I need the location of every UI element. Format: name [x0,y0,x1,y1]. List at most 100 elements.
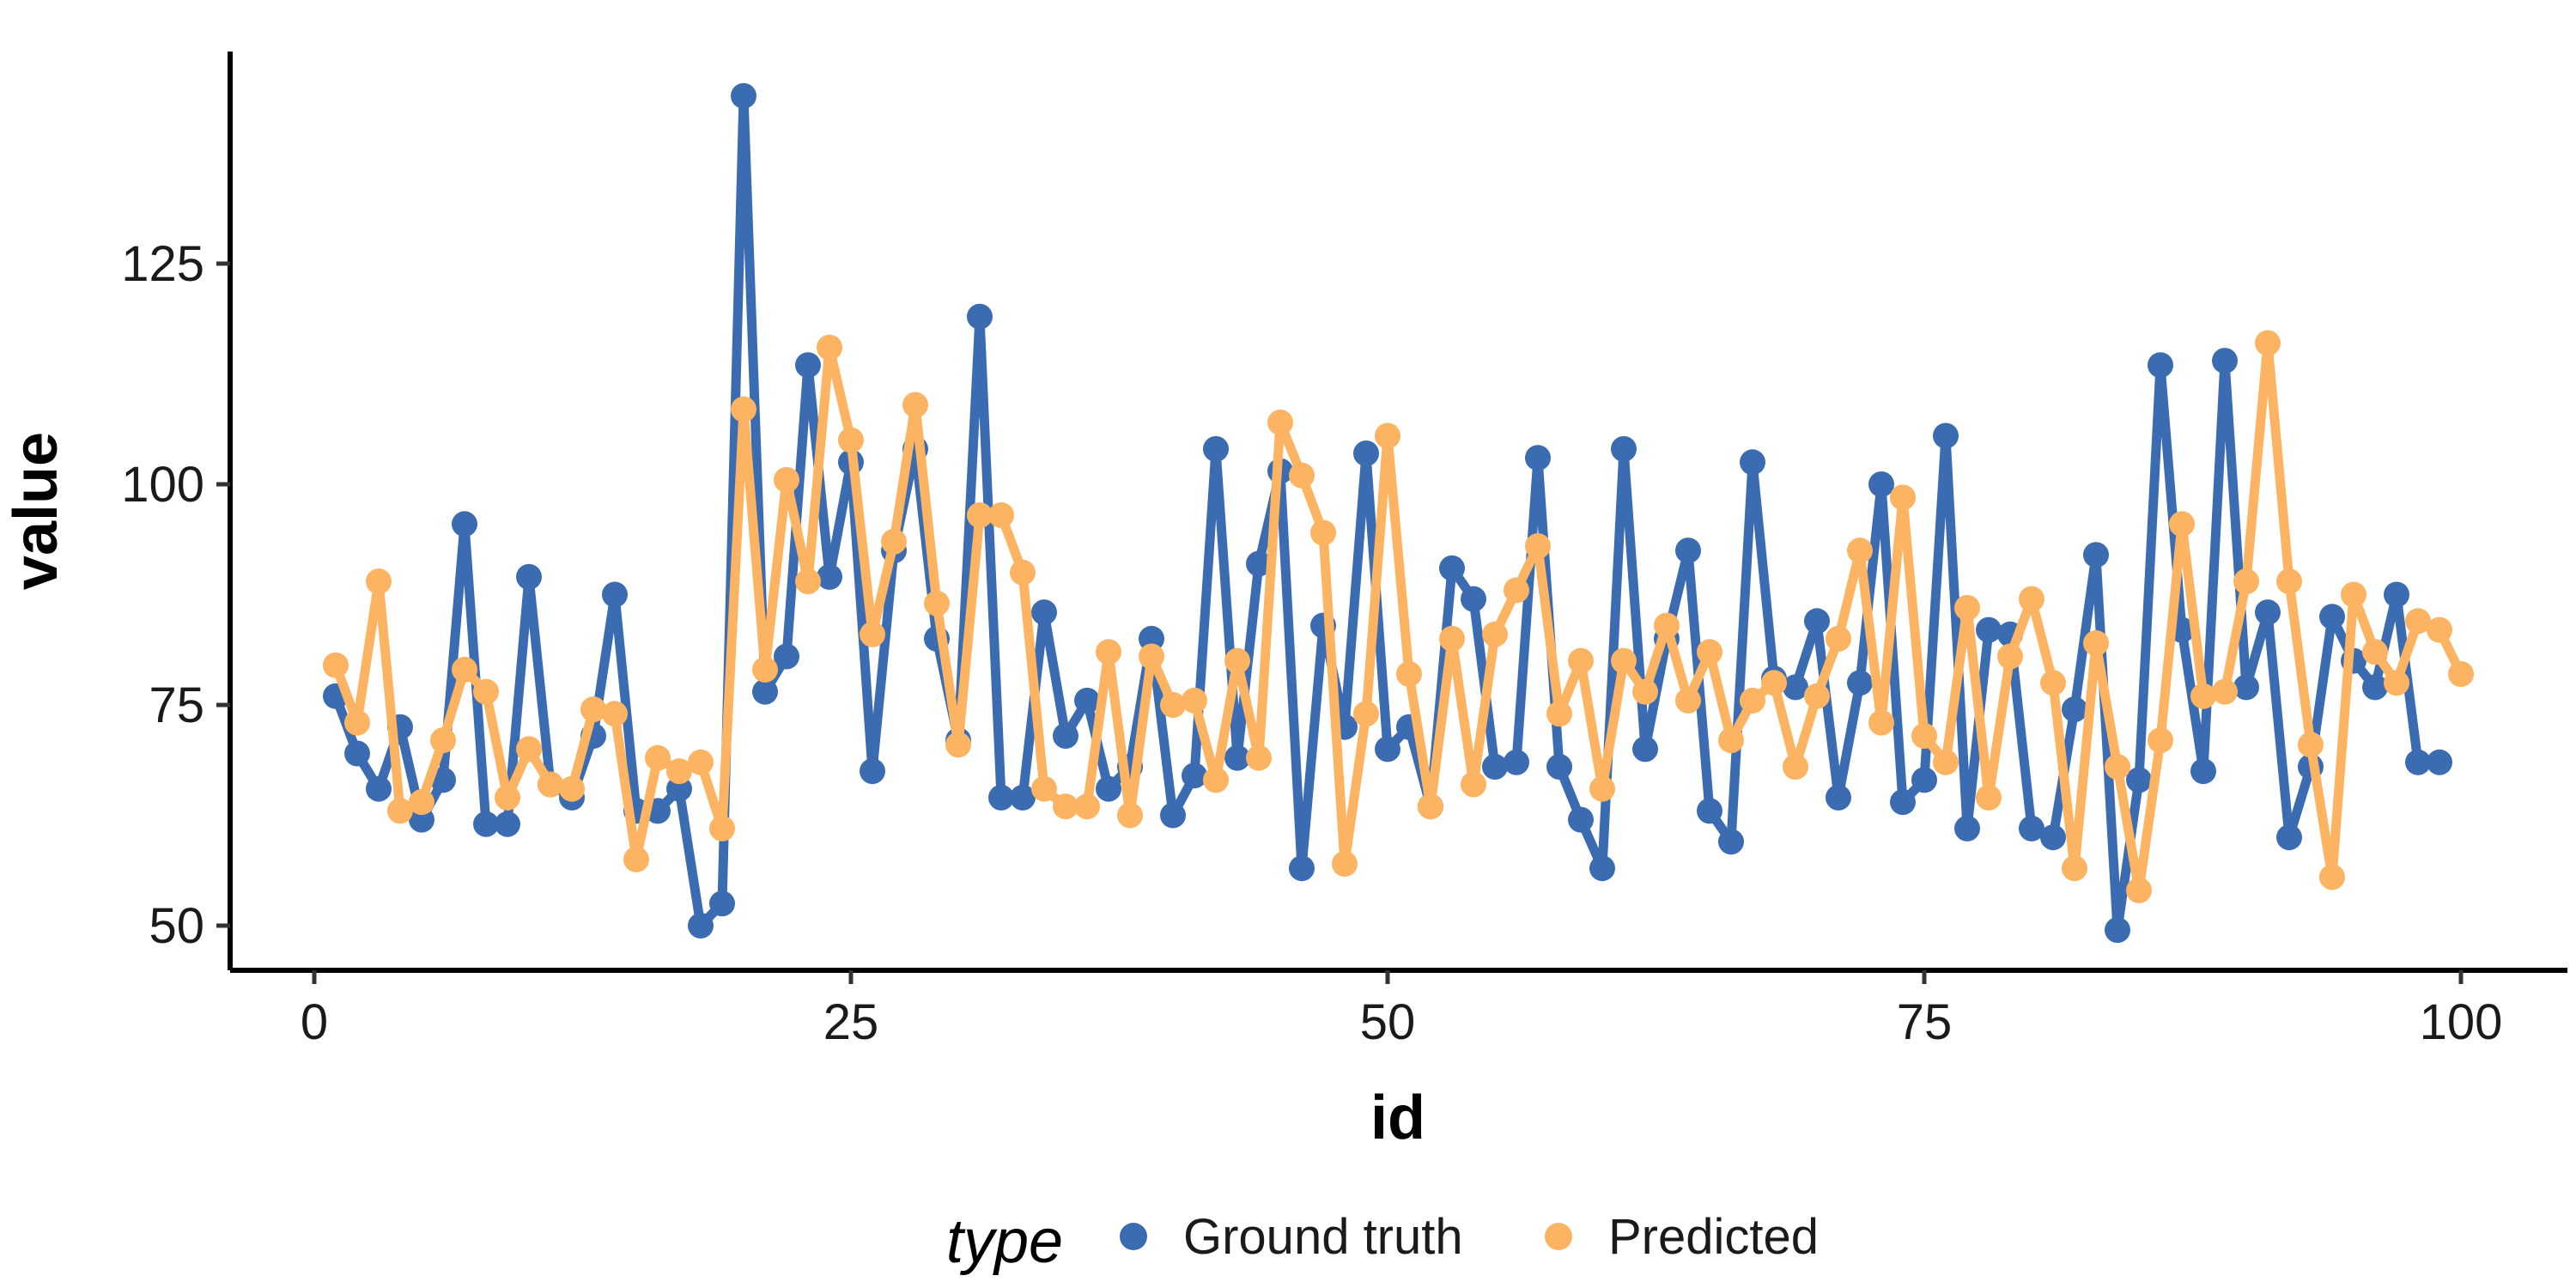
data-point [1847,538,1873,564]
data-point [2362,639,2388,665]
x-tick-label: 75 [1897,994,1953,1050]
data-point [430,767,456,793]
data-point [409,789,434,816]
data-point [1504,749,1529,775]
data-point [2255,330,2281,356]
data-point [559,775,585,802]
data-point [1568,806,1594,833]
data-point [2040,824,2066,851]
data-point [1933,422,1959,449]
data-point [2362,674,2388,701]
data-point [1525,533,1551,559]
data-point [1697,798,1722,824]
x-tick-label: 50 [1360,994,1416,1050]
data-point [1117,802,1143,829]
data-point [323,652,349,678]
data-point [1310,519,1336,546]
data-point [774,643,799,670]
data-point [473,678,499,705]
data-point [2062,855,2087,882]
data-point [1074,793,1100,820]
data-point [1289,462,1315,489]
data-point [988,502,1014,528]
data-point [2233,568,2259,595]
data-point [1890,789,1916,816]
data-point [2298,732,2324,758]
data-point [731,82,756,109]
legend-item: Predicted [1545,1209,1819,1265]
data-point [1461,771,1486,798]
x-tick-label: 0 [301,994,328,1050]
data-point [817,334,842,361]
data-point [366,568,392,595]
data-point [1847,670,1873,696]
data-point [2062,696,2087,723]
data-point [838,427,864,453]
data-point [1804,683,1830,709]
data-point [2190,683,2216,709]
data-point [1375,736,1400,762]
data-point [1783,674,1808,701]
data-point [2083,630,2109,656]
data-point [1826,784,1851,811]
data-point [2427,617,2452,643]
data-point [1010,559,1036,586]
data-point [2212,348,2238,374]
data-point [688,913,714,939]
data-point [1675,687,1701,714]
legend-key [1120,1223,1147,1250]
data-point [1933,749,1959,775]
x-tick-label: 25 [823,994,879,1050]
data-point [2148,352,2173,379]
data-point [2148,727,2173,754]
axes-layer [228,52,2567,973]
legend-items: Ground truth Predicted [1120,1209,1819,1265]
data-point [495,811,520,837]
data-point [623,846,649,872]
data-point [1246,744,1272,771]
data-point [2105,917,2130,944]
data-point [817,563,842,590]
data-point [538,771,563,798]
data-point [344,740,370,767]
data-point [1976,784,2002,811]
data-point [1868,709,1894,736]
data-point [430,727,456,754]
data-point [1911,767,1937,793]
data-point [2319,864,2345,890]
data-point [2105,754,2130,780]
data-point [2405,749,2431,775]
data-point [2019,586,2044,612]
data-point [1611,435,1637,462]
data-point [774,466,799,493]
data-point [1804,608,1830,635]
data-point [2190,758,2216,785]
data-point [752,678,778,705]
legend-label: Predicted [1608,1209,1819,1265]
data-point [1482,754,1508,780]
data-point [1289,855,1315,882]
data-point [1224,647,1250,674]
data-point [967,502,993,528]
data-point [1203,767,1229,793]
data-point [1418,793,1443,820]
data-point [860,758,885,785]
data-point [1461,586,1486,612]
data-point [1589,855,1615,882]
data-point [1740,687,1765,714]
data-point [2019,815,2044,841]
data-point [602,701,628,727]
data-point [1546,754,1572,780]
x-tick-label: 100 [2420,994,2503,1050]
data-point [2448,661,2474,687]
data-point [1439,555,1465,581]
data-point [495,784,520,811]
data-point [1761,670,1787,696]
data-point [1654,612,1680,639]
data-point [1482,621,1508,647]
data-point [902,392,928,418]
data-point [1997,643,2023,670]
data-point [988,784,1014,811]
data-point [516,563,542,590]
